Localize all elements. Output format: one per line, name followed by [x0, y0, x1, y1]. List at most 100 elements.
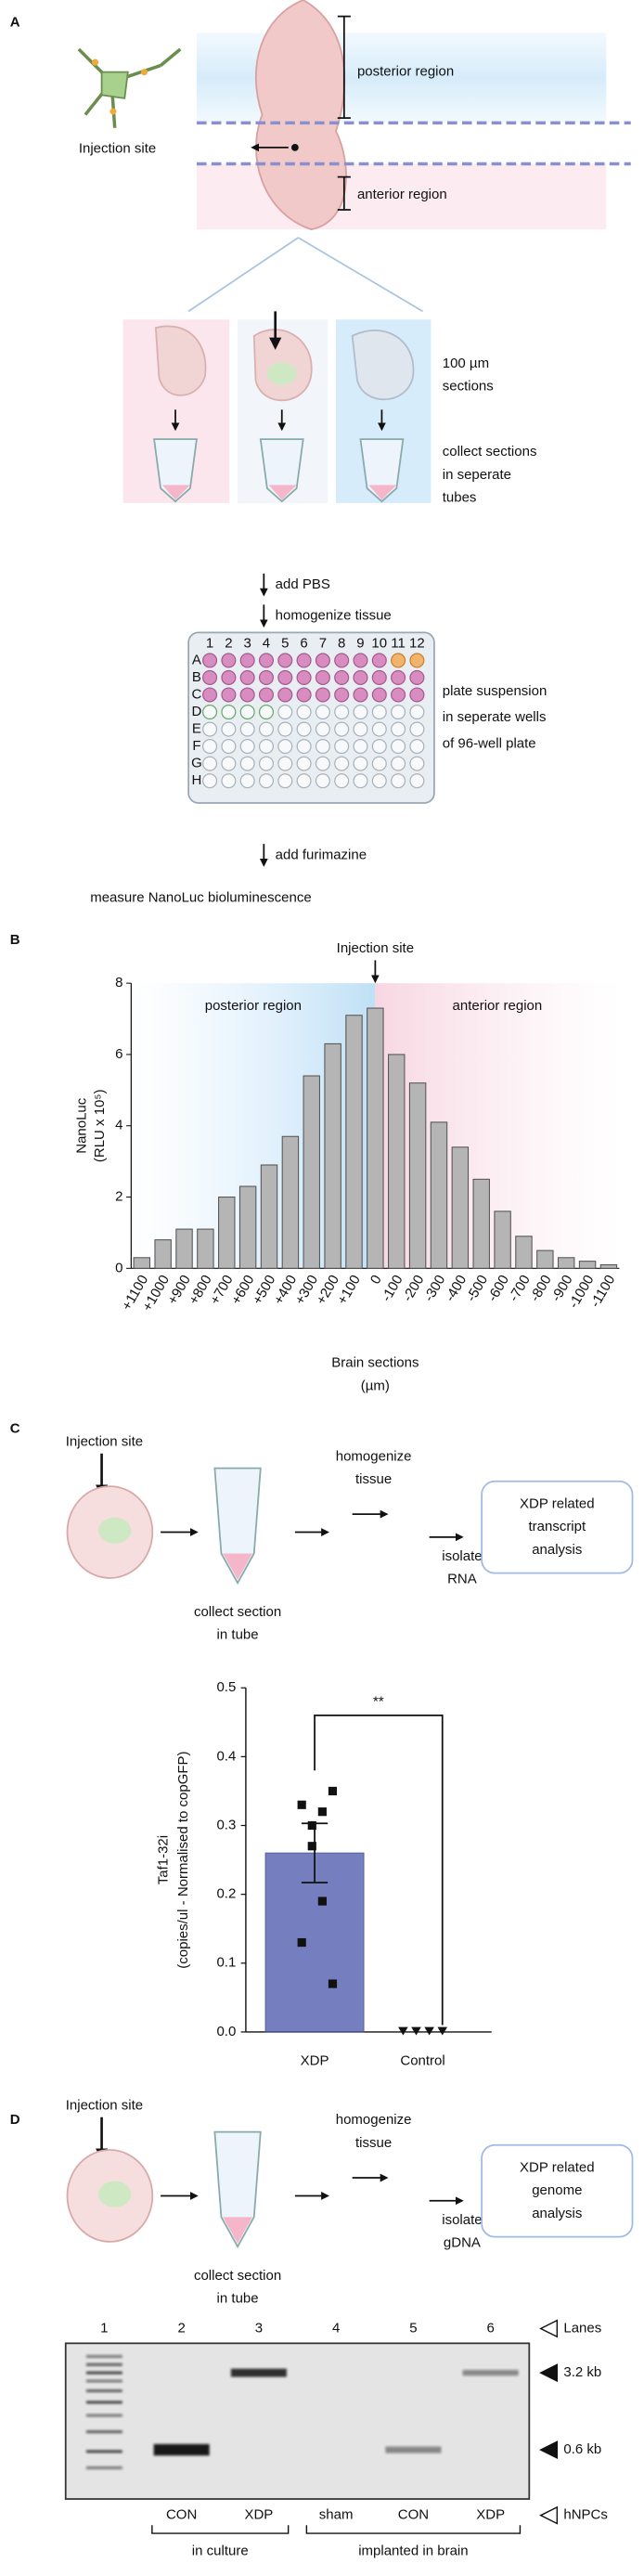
annotation: posterior region: [205, 998, 302, 1014]
plate-column-label: 8: [338, 636, 345, 652]
well: [409, 653, 425, 668]
step-label: measure NanoLuc bioluminescence: [90, 889, 311, 905]
panel-label: A: [10, 15, 20, 31]
well: [334, 687, 350, 703]
well: [315, 756, 330, 771]
bar: [557, 1257, 575, 1269]
lane-number: 1: [100, 2320, 108, 2336]
plate-row-label: C: [192, 686, 202, 702]
step-label: in tube: [217, 2291, 259, 2307]
well: [296, 739, 312, 755]
bar: [599, 1263, 618, 1269]
bar: [578, 1261, 597, 1269]
well: [315, 704, 330, 720]
plate-row-label: F: [192, 738, 200, 754]
well: [277, 687, 293, 703]
well: [371, 687, 387, 703]
well: [202, 721, 218, 737]
injection-label: Injection site: [79, 141, 156, 157]
x-tick-label: -300: [421, 1273, 449, 1305]
injection-area: [98, 2181, 132, 2207]
step-label: homogenize tissue: [276, 608, 392, 624]
group-bracket: [305, 2525, 522, 2534]
well: [334, 669, 350, 685]
data-point: [317, 1807, 327, 1817]
well: [409, 756, 425, 771]
well: [202, 653, 218, 668]
x-tick-label: 0: [367, 1273, 385, 1288]
plate-column-label: 12: [409, 636, 425, 652]
plate-row-label: G: [191, 756, 202, 771]
well: [296, 773, 312, 789]
well: [277, 773, 293, 789]
y-axis-title: (copies/ul - Normalised to copGFP): [175, 1751, 191, 1968]
group-label: in culture: [192, 2543, 249, 2558]
well: [239, 669, 255, 685]
well: [353, 739, 368, 755]
y-axis-title: Taf1-32i: [156, 1835, 172, 1884]
analysis-label: transcript: [528, 1519, 586, 1534]
region-label: anterior region: [357, 187, 447, 202]
gel-band: [85, 2389, 122, 2392]
x-tick-label: -100: [379, 1273, 406, 1305]
x-tick-label: Control: [400, 2053, 444, 2069]
well: [315, 653, 330, 668]
bar: [281, 1135, 300, 1269]
y-tick-label: 0.3: [216, 1817, 236, 1832]
well: [334, 773, 350, 789]
panel-label: C: [10, 1420, 20, 1436]
lane-number: 4: [332, 2320, 340, 2336]
well: [258, 669, 275, 685]
well: [296, 721, 312, 737]
analysis-label: XDP related: [520, 1495, 595, 1511]
well: [221, 721, 237, 737]
well: [391, 721, 406, 737]
well: [409, 739, 425, 755]
step-label: add furimazine: [276, 847, 367, 862]
gel-band: [85, 2371, 122, 2375]
well: [258, 653, 275, 668]
sample-label: CON: [398, 2507, 429, 2523]
step-label: collect section: [194, 1604, 281, 1620]
well: [239, 704, 255, 720]
step-label: tubes: [443, 490, 477, 506]
step-label: sections: [443, 379, 494, 395]
gel-band: [85, 2430, 122, 2434]
bar: [408, 1082, 427, 1269]
well: [315, 669, 330, 685]
data-point: [437, 2026, 448, 2036]
x-tick-label: -700: [506, 1273, 534, 1305]
well: [258, 721, 275, 737]
group-label: implanted in brain: [358, 2543, 468, 2558]
gel-band: [85, 2414, 122, 2417]
well: [239, 687, 255, 703]
annotation: Injection site: [337, 940, 414, 956]
well: [221, 773, 237, 789]
well: [202, 739, 218, 755]
well: [239, 756, 255, 771]
well: [202, 669, 218, 685]
well: [277, 704, 293, 720]
sample-label: XDP: [476, 2507, 505, 2523]
plate-row-label: A: [192, 652, 201, 667]
bar: [345, 1015, 363, 1269]
analysis-label: genome: [532, 2182, 582, 2198]
y-tick-label: 0.4: [216, 1748, 236, 1764]
well: [391, 773, 406, 789]
region-label: posterior region: [357, 64, 454, 80]
well: [371, 721, 387, 737]
step-label: gDNA: [444, 2235, 481, 2251]
plate-column-label: 3: [244, 636, 251, 652]
size-marker: [539, 2440, 559, 2460]
data-point: [297, 1937, 306, 1948]
well: [315, 721, 330, 737]
y-tick-label: 4: [115, 1118, 122, 1133]
step-label: in seperate wells: [443, 709, 547, 725]
plate-column-label: 5: [281, 636, 289, 652]
step-label: RNA: [447, 1572, 477, 1587]
group-bracket: [151, 2525, 290, 2534]
data-point: [297, 1800, 306, 1809]
tube-liquid: [223, 2217, 252, 2244]
well: [391, 653, 406, 668]
